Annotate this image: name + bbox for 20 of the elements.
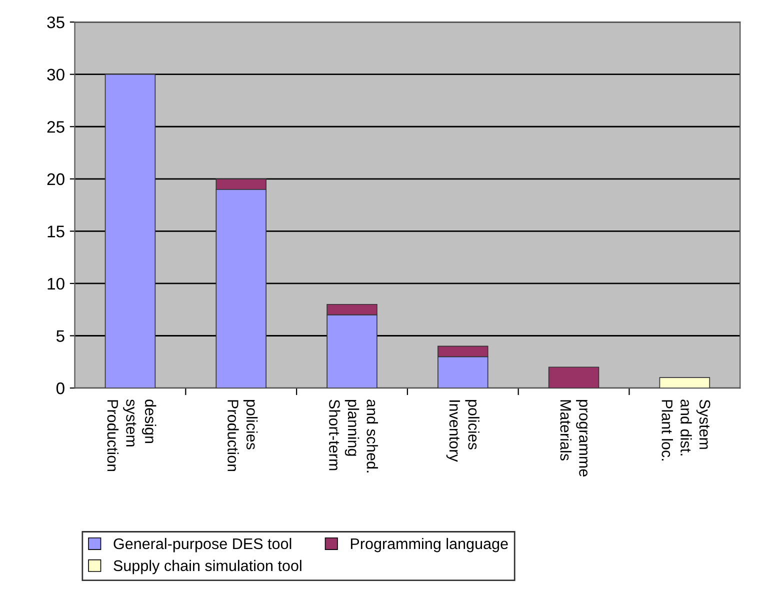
x-tick-label: Production policies	[228, 400, 258, 472]
y-tick-label: 35	[47, 16, 64, 28]
y-tick-label: 30	[47, 68, 64, 81]
x-tick-label: Materials programme	[560, 400, 588, 476]
bar	[548, 366, 600, 388]
bar	[104, 74, 156, 388]
legend-label: General-purpose DES tool	[114, 538, 292, 552]
x-tick-label: Plant loc. and dist. System	[662, 400, 710, 460]
y-tick-label: 10	[48, 278, 64, 290]
y-tick-label: 15	[48, 226, 64, 238]
y-tick-label: 0	[56, 382, 64, 394]
y-tick-label: 20	[47, 173, 64, 186]
y-tick-label: 5	[56, 330, 64, 342]
x-tick-label: Production system design	[107, 399, 156, 472]
y-tick-label: 25	[47, 121, 64, 133]
legend-label: Supply chain simulation tool	[114, 560, 302, 574]
legend-label: Programming language	[350, 538, 508, 552]
bar	[659, 377, 710, 388]
x-tick-label: Inventory policies	[446, 400, 480, 462]
x-tick-label: Short-term planning and sched.	[329, 400, 378, 472]
